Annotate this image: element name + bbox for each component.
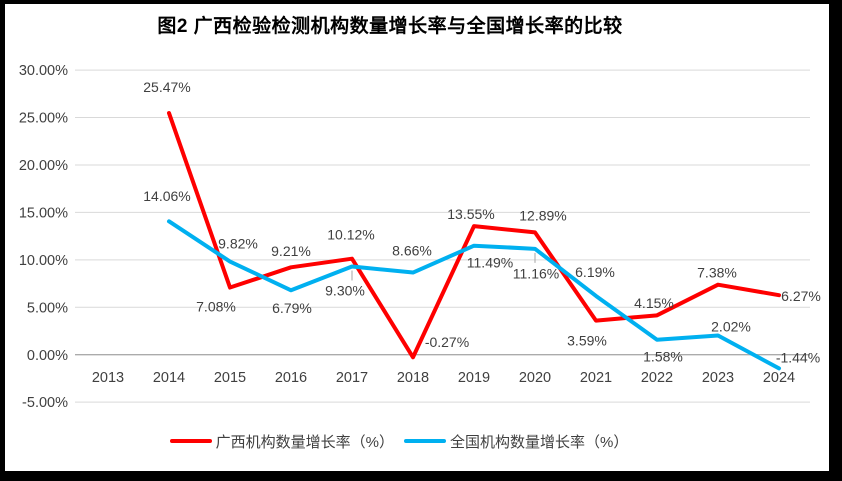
- x-tick-label: 2018: [397, 370, 429, 386]
- legend-label-quanguo: 全国机构数量增长率（%）: [450, 433, 629, 451]
- label-leader-lines: [351, 252, 536, 281]
- x-axis-labels: 2013 2014 2015 2016 2017 2018 2019 2020 2021 2022…: [92, 370, 795, 386]
- data-label: 9.30%: [325, 282, 365, 298]
- data-label: 9.82%: [218, 235, 258, 251]
- x-tick-label: 2019: [458, 370, 490, 386]
- chart-title: 图2 广西检验检测机构数量增长率与全国增长率的比较: [157, 16, 623, 37]
- series-line-quanguo: [167, 219, 781, 371]
- y-tick-label: 15.00%: [19, 205, 68, 221]
- frame-border-bottom: [0, 471, 842, 481]
- data-label: 3.59%: [567, 333, 607, 349]
- y-tick-label: 10.00%: [19, 253, 68, 269]
- x-tick-label: 2020: [519, 370, 551, 386]
- y-tick-label: 5.00%: [27, 300, 68, 316]
- legend-item-quanguo[interactable]: 全国机构数量增长率（%）: [404, 431, 628, 452]
- data-label: 13.55%: [447, 206, 494, 222]
- data-label: 10.12%: [327, 227, 374, 243]
- x-tick-label: 2024: [763, 370, 795, 386]
- series-polyline[interactable]: [167, 111, 781, 360]
- x-tick-label: 2023: [702, 370, 734, 386]
- y-tick-label: 25.00%: [19, 111, 68, 127]
- legend-label-guangxi: 广西机构数量增长率（%）: [215, 433, 394, 451]
- x-tick-label: 2021: [580, 370, 612, 386]
- gridlines: [75, 69, 810, 403]
- data-labels-quanguo: 14.06% 9.82% 6.79% 9.30% 8.66% 11.49%11.16% 6.…: [143, 188, 820, 365]
- data-label: 12.89%: [519, 207, 566, 223]
- data-label: 6.27%: [781, 288, 821, 304]
- y-tick-label: -5.00%: [22, 395, 68, 411]
- y-tick-label: 20.00%: [19, 158, 68, 174]
- legend-swatch-quanguo: [404, 439, 446, 443]
- data-label: 1.58%: [643, 349, 683, 365]
- legend: 广西机构数量增长率（%） 全国机构数量增长率（%）: [0, 431, 798, 451]
- x-tick-label: 2013: [92, 370, 124, 386]
- data-label: 14.06%: [143, 188, 190, 204]
- data-label: 11.16%: [513, 266, 559, 282]
- frame-border-right: [829, 0, 842, 481]
- series-line-guangxi: [167, 111, 781, 360]
- y-axis-labels: 30.00% 25.00% 20.00% 15.00% 10.00% 5.00% 0.00%…: [19, 63, 68, 411]
- data-label: -0.27%: [425, 334, 469, 350]
- y-tick-label: 0.00%: [27, 348, 68, 364]
- frame-border-top: [0, 0, 842, 4]
- data-label: 2.02%: [711, 318, 751, 334]
- data-label: 7.08%: [196, 298, 236, 314]
- x-tick-label: 2014: [153, 370, 185, 386]
- data-label: 11.49%: [467, 255, 513, 271]
- x-tick-label: 2017: [336, 370, 368, 386]
- series-polyline[interactable]: [167, 219, 781, 371]
- data-labels-guangxi: 25.47% 7.08% 9.21% 10.12% -0.27% 13.55% 12.89%…: [143, 79, 821, 350]
- data-label: 4.15%: [634, 295, 674, 311]
- frame-border-left: [0, 0, 5, 481]
- x-tick-label: 2022: [641, 370, 673, 386]
- data-label: 6.19%: [575, 264, 615, 280]
- data-label: -1.44%: [776, 349, 820, 365]
- legend-item-guangxi[interactable]: 广西机构数量增长率（%）: [169, 431, 394, 452]
- data-label: 25.47%: [143, 79, 190, 95]
- x-tick-label: 2016: [275, 370, 307, 386]
- legend-swatch-guangxi: [169, 439, 212, 443]
- data-label: 8.66%: [392, 242, 432, 258]
- data-label: 6.79%: [272, 300, 312, 316]
- data-label: 9.21%: [271, 243, 311, 259]
- y-tick-label: 30.00%: [19, 63, 68, 79]
- x-tick-label: 2015: [214, 370, 246, 386]
- data-label: 7.38%: [697, 265, 737, 281]
